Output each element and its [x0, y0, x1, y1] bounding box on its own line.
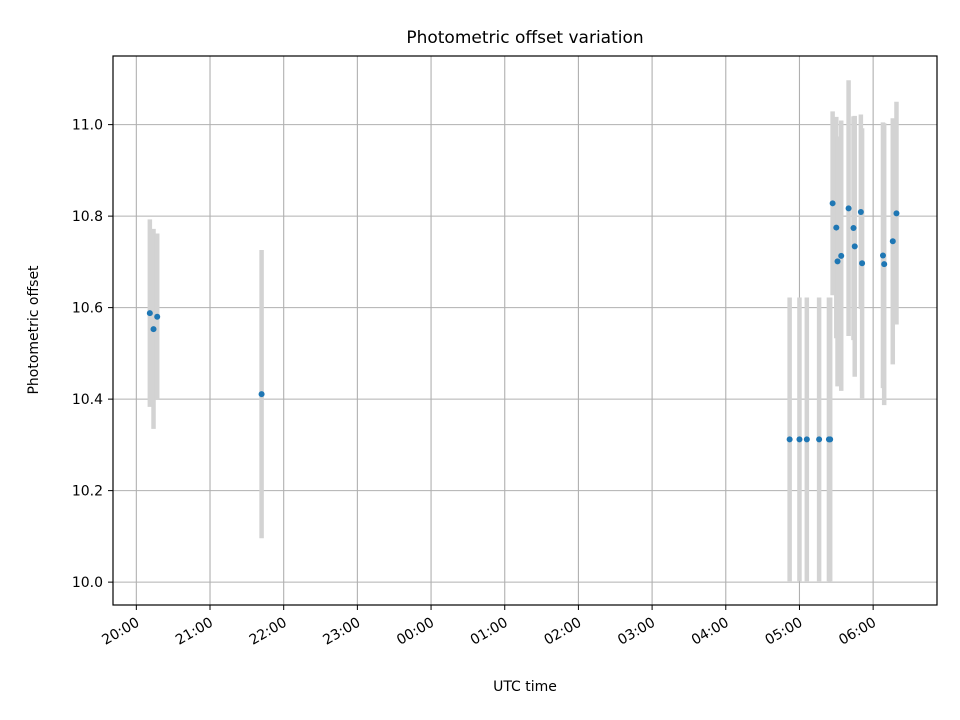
data-point — [258, 391, 265, 398]
x-axis-label: UTC time — [493, 679, 557, 695]
data-point — [146, 310, 153, 317]
data-point — [838, 252, 845, 259]
data-point — [879, 252, 886, 259]
y-tick-label: 10.4 — [72, 392, 103, 408]
y-tick-label: 11.0 — [72, 118, 103, 134]
data-point — [850, 225, 857, 232]
y-tick-label: 10.0 — [72, 575, 103, 591]
y-tick-label: 10.8 — [72, 209, 103, 225]
data-point — [816, 436, 823, 443]
data-point — [893, 210, 900, 217]
data-point — [834, 258, 841, 265]
data-point — [859, 260, 866, 267]
data-point — [851, 243, 858, 250]
y-tick-label: 10.2 — [72, 484, 103, 500]
data-point — [827, 436, 834, 443]
data-point — [150, 326, 157, 333]
y-axis-label: Photometric offset — [26, 265, 42, 395]
y-axis-ticks: 10.0 10.2 10.4 10.6 10.8 11.0 — [72, 118, 113, 591]
data-point — [857, 209, 864, 216]
y-tick-label: 10.6 — [72, 301, 103, 317]
data-point — [803, 436, 810, 443]
data-point — [154, 313, 161, 320]
data-point — [796, 436, 803, 443]
chart-title: Photometric offset variation — [406, 28, 643, 48]
data-point — [881, 261, 888, 268]
data-points — [146, 200, 900, 443]
data-point — [889, 238, 896, 245]
data-point — [829, 200, 836, 207]
data-point — [786, 436, 793, 443]
plot-frame — [112, 55, 938, 606]
data-point — [845, 205, 852, 212]
data-point — [833, 224, 840, 231]
